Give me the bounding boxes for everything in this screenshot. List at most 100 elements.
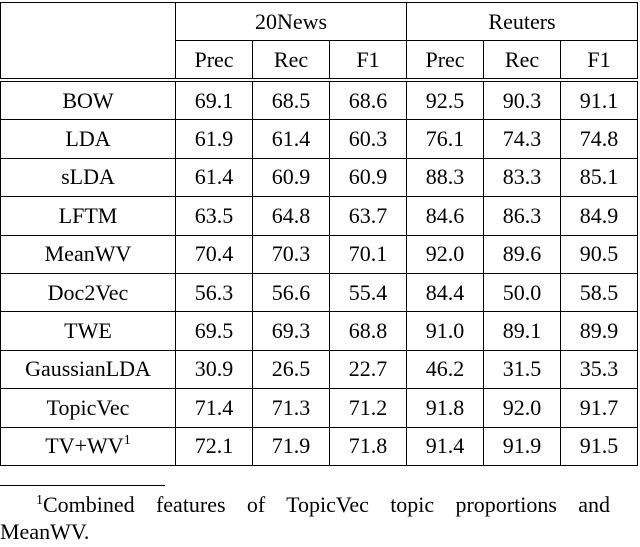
value-cell: 46.2 <box>406 349 484 390</box>
method-name: TopicVec <box>46 394 130 420</box>
value-cell: 30.9 <box>175 349 253 390</box>
value-cell: 64.8 <box>252 196 330 236</box>
table-row: Doc2Vec 56.3 56.6 55.4 84.4 50.0 58.5 <box>0 272 638 313</box>
method-cell: LFTM <box>0 196 176 236</box>
footnote-text: Combined features of TopicVec topic prop… <box>0 492 610 544</box>
value-cell: 92.5 <box>406 78 484 121</box>
column-header-row: Prec Rec F1 Prec Rec F1 <box>1 40 638 81</box>
method-name: TWE <box>64 318 112 344</box>
value-cell: 22.7 <box>329 349 407 390</box>
value-cell: 74.8 <box>560 119 638 159</box>
method-cell: TopicVec <box>0 388 176 428</box>
table-body: BOW 69.1 68.5 68.6 92.5 90.3 91.1 LDA 61.9 61.4 60… <box>0 78 638 466</box>
method-name: sLDA <box>61 164 115 190</box>
value-cell: 88.3 <box>406 157 484 198</box>
column-header: Rec <box>483 40 561 81</box>
method-name: MeanWV <box>44 241 132 267</box>
table-row: TWE 69.5 69.3 68.8 91.0 89.1 89.9 <box>0 311 638 351</box>
footnote-mark: 1 <box>123 433 131 449</box>
column-header: F1 <box>329 40 407 81</box>
table-row: sLDA 61.4 60.9 60.9 88.3 83.3 85.1 <box>0 157 638 198</box>
value-cell: 55.4 <box>329 272 407 313</box>
method-cell: GaussianLDA <box>0 349 176 390</box>
value-cell: 91.8 <box>406 388 484 428</box>
table-row: TV+WV1 72.1 71.9 71.8 91.4 91.9 91.5 <box>0 426 638 466</box>
method-cell: TV+WV1 <box>0 426 176 466</box>
value-cell: 68.6 <box>329 78 407 121</box>
value-cell: 71.4 <box>175 388 253 428</box>
method-name: GaussianLDA <box>25 356 151 382</box>
column-header: Prec <box>175 40 253 81</box>
value-cell: 84.4 <box>406 272 484 313</box>
value-cell: 26.5 <box>252 349 330 390</box>
value-cell: 86.3 <box>483 196 561 236</box>
value-cell: 50.0 <box>483 272 561 313</box>
value-cell: 89.6 <box>483 234 561 274</box>
method-cell: MeanWV <box>0 234 176 274</box>
value-cell: 71.9 <box>252 426 330 466</box>
method-name: Doc2Vec <box>47 279 129 305</box>
value-cell: 74.3 <box>483 119 561 159</box>
value-cell: 61.4 <box>175 157 253 198</box>
method-name: LFTM <box>58 202 118 228</box>
value-cell: 72.1 <box>175 426 253 466</box>
value-cell: 63.5 <box>175 196 253 236</box>
value-cell: 35.3 <box>560 349 638 390</box>
table-row: TopicVec 71.4 71.3 71.2 91.8 92.0 91.7 <box>0 388 638 428</box>
value-cell: 71.2 <box>329 388 407 428</box>
value-cell: 90.5 <box>560 234 638 274</box>
method-cell: TWE <box>0 311 176 351</box>
value-cell: 91.4 <box>406 426 484 466</box>
value-cell: 91.0 <box>406 311 484 351</box>
method-cell: BOW <box>0 78 176 121</box>
value-cell: 61.9 <box>175 119 253 159</box>
value-cell: 69.1 <box>175 78 253 121</box>
value-cell: 60.9 <box>252 157 330 198</box>
table-row: MeanWV 70.4 70.3 70.1 92.0 89.6 90.5 <box>0 234 638 274</box>
value-cell: 76.1 <box>406 119 484 159</box>
value-cell: 61.4 <box>252 119 330 159</box>
value-cell: 60.3 <box>329 119 407 159</box>
value-cell: 71.3 <box>252 388 330 428</box>
method-cell: sLDA <box>0 157 176 198</box>
value-cell: 91.9 <box>483 426 561 466</box>
value-cell: 70.1 <box>329 234 407 274</box>
table-row: LDA 61.9 61.4 60.3 76.1 74.3 74.8 <box>0 119 638 159</box>
corner-cell <box>0 2 176 81</box>
footnote-rule <box>0 485 165 486</box>
value-cell: 91.5 <box>560 426 638 466</box>
results-table: 20News Reuters Prec Rec F1 Prec Rec F1 BOW 69.1… <box>0 2 638 466</box>
value-cell: 70.3 <box>252 234 330 274</box>
group-header: Reuters <box>406 2 638 41</box>
value-cell: 84.6 <box>406 196 484 236</box>
table-row: BOW 69.1 68.5 68.6 92.5 90.3 91.1 <box>0 78 638 121</box>
method-name: LDA <box>65 126 111 152</box>
value-cell: 68.5 <box>252 78 330 121</box>
value-cell: 89.1 <box>483 311 561 351</box>
value-cell: 71.8 <box>329 426 407 466</box>
value-cell: 92.0 <box>483 388 561 428</box>
value-cell: 58.5 <box>560 272 638 313</box>
value-cell: 83.3 <box>483 157 561 198</box>
column-header: F1 <box>560 40 638 81</box>
value-cell: 89.9 <box>560 311 638 351</box>
value-cell: 63.7 <box>329 196 407 236</box>
group-header: 20News <box>175 2 407 41</box>
method-name: TV+WV <box>45 433 124 459</box>
method-name: BOW <box>62 87 114 113</box>
value-cell: 84.9 <box>560 196 638 236</box>
value-cell: 56.3 <box>175 272 253 313</box>
group-header-row: 20News Reuters <box>0 2 638 81</box>
value-cell: 85.1 <box>560 157 638 198</box>
value-cell: 69.5 <box>175 311 253 351</box>
value-cell: 91.1 <box>560 78 638 121</box>
value-cell: 60.9 <box>329 157 407 198</box>
method-cell: Doc2Vec <box>0 272 176 313</box>
footnote-mark: 1 <box>36 493 43 508</box>
table-row: GaussianLDA 30.9 26.5 22.7 46.2 31.5 35.3 <box>0 349 638 390</box>
footnote: 1Combined features of TopicVec topic pro… <box>0 491 610 545</box>
column-header: Prec <box>406 40 484 81</box>
table-row: LFTM 63.5 64.8 63.7 84.6 86.3 84.9 <box>0 196 638 236</box>
method-cell: LDA <box>0 119 176 159</box>
